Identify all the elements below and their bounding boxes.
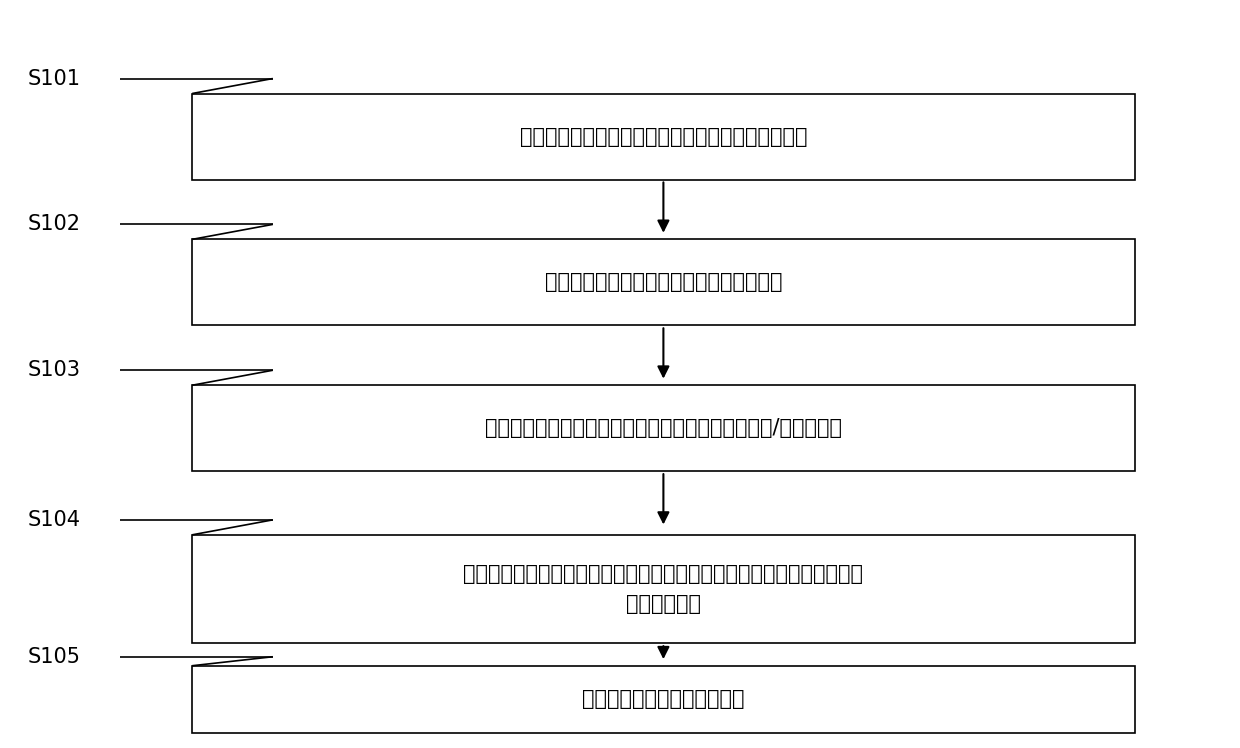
FancyBboxPatch shape bbox=[192, 94, 1135, 180]
FancyBboxPatch shape bbox=[192, 535, 1135, 643]
Text: S101: S101 bbox=[27, 69, 81, 88]
Text: S104: S104 bbox=[27, 510, 81, 530]
Text: 分级蓄冷子系统在气态空气与液态空气转化时储存和/或释放冷能: 分级蓄冷子系统在气态空气与液态空气转化时储存和/或释放冷能 bbox=[485, 418, 842, 438]
Text: 冷能补偿子系统自主补偿冷能: 冷能补偿子系统自主补偿冷能 bbox=[582, 690, 745, 709]
Text: 储热换热子系统将升温后的蓄热工质储存在储热罐以及将降温后的蓄热工
质返回常温罐: 储热换热子系统将升温后的蓄热工质储存在储热罐以及将降温后的蓄热工 质返回常温罐 bbox=[464, 564, 863, 614]
Text: S102: S102 bbox=[27, 215, 81, 234]
Text: S103: S103 bbox=[27, 361, 81, 380]
Text: 蒸发膨胀子系统将液态空气转化为气态空气: 蒸发膨胀子系统将液态空气转化为气态空气 bbox=[544, 272, 782, 292]
Text: 超临界液化子系统将输入的气态空气转化为液态空气: 超临界液化子系统将输入的气态空气转化为液态空气 bbox=[520, 126, 807, 147]
FancyBboxPatch shape bbox=[192, 666, 1135, 733]
FancyBboxPatch shape bbox=[192, 385, 1135, 471]
FancyBboxPatch shape bbox=[192, 239, 1135, 325]
Text: S105: S105 bbox=[27, 647, 81, 666]
